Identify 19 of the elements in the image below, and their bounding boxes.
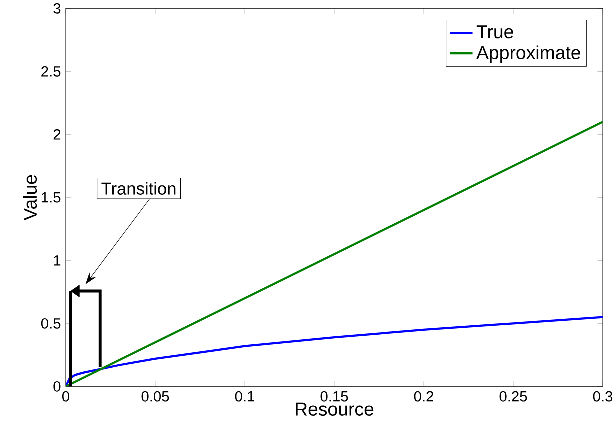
annotation: Transition xyxy=(102,182,176,195)
x-tick-label: 0.05 xyxy=(142,391,170,402)
x-axis-title: Resource xyxy=(296,402,374,416)
y-tick-label: 2.5 xyxy=(42,66,61,77)
y-tick-label: 1 xyxy=(54,256,61,266)
y-axis-title: Value xyxy=(23,175,38,221)
y-tick-label: 2 xyxy=(54,130,61,140)
x-tick-label: 0.15 xyxy=(320,391,348,402)
y-tick-label: 0 xyxy=(54,381,61,392)
y-tick-label: 1.5 xyxy=(42,192,61,203)
x-tick-label: 0.3 xyxy=(593,391,613,402)
legend-label: Approximate xyxy=(476,46,580,64)
y-tick-label: 0.5 xyxy=(41,318,61,329)
x-tick-label: 0.2 xyxy=(414,391,434,402)
y-tick-label: 3 xyxy=(54,3,61,14)
x-tick-label: 0.25 xyxy=(500,391,528,402)
x-tick-label: 0.1 xyxy=(235,391,254,402)
legend-label: True xyxy=(476,26,514,39)
x-tick-label: 0 xyxy=(62,391,70,402)
